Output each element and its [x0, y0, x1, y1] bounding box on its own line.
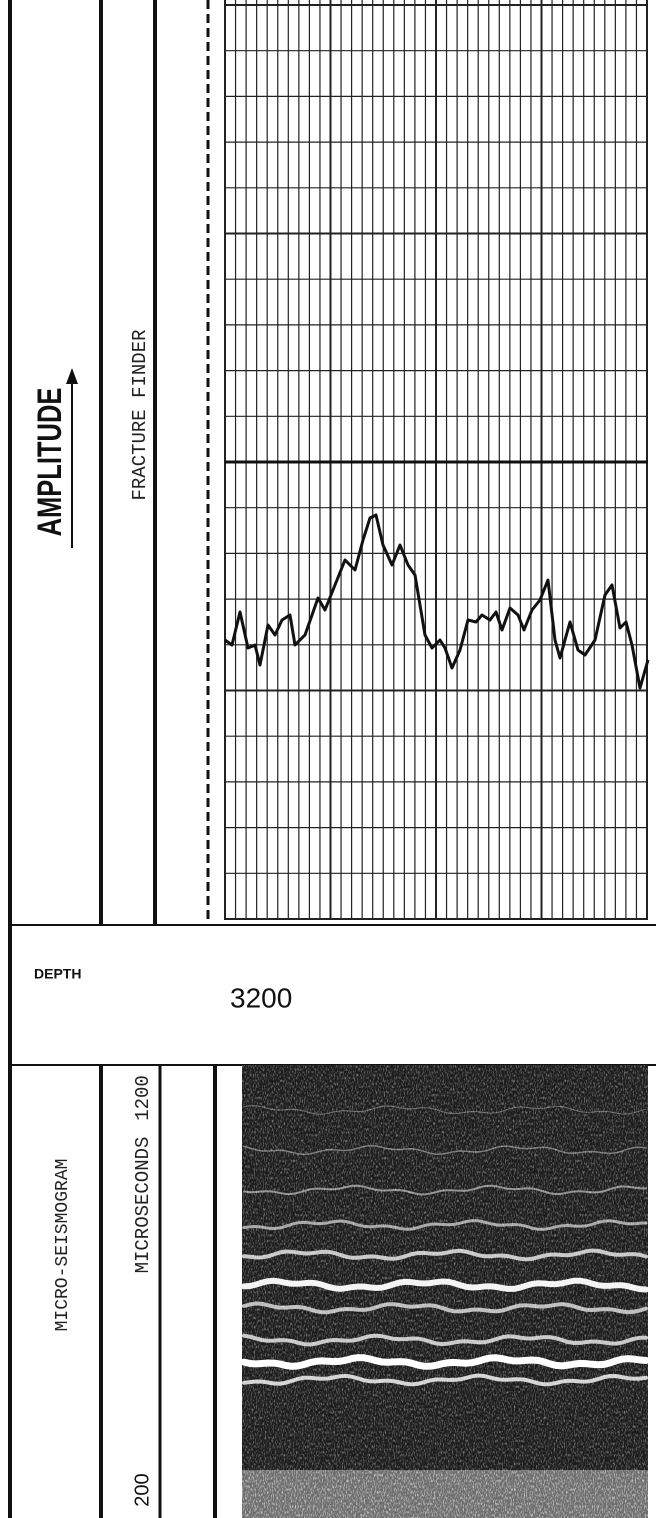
scale-max: 1200: [132, 1075, 154, 1121]
unit-label: MICROSECONDS: [132, 1137, 154, 1274]
seismic-band: [242, 1301, 648, 1315]
track-title: AMPLITUDE: [32, 388, 69, 537]
seismic-band: [242, 1333, 648, 1347]
seismic-band: [242, 1373, 648, 1387]
seismic-band: [242, 1219, 648, 1231]
curve-label: FRACTURE FINDER: [129, 329, 151, 500]
seismic-band: [242, 1248, 648, 1262]
grid: [224, 0, 648, 920]
seismogram-title: MICRO-SEISMOGRAM: [53, 1159, 73, 1332]
seismic-band: [243, 1184, 647, 1196]
depth-label: DEPTH: [34, 966, 81, 982]
seismic-band: [243, 1105, 647, 1115]
seismic-band: [241, 1277, 649, 1293]
scale-min: 200: [131, 1473, 153, 1506]
seismic-band: [240, 1354, 650, 1370]
arrow-head: [66, 368, 78, 384]
seismic-band: [243, 1144, 647, 1156]
depth-value: 3200: [230, 982, 292, 1013]
seismogram-image: [240, 1065, 650, 1518]
fracture-finder-curve: [224, 513, 650, 690]
